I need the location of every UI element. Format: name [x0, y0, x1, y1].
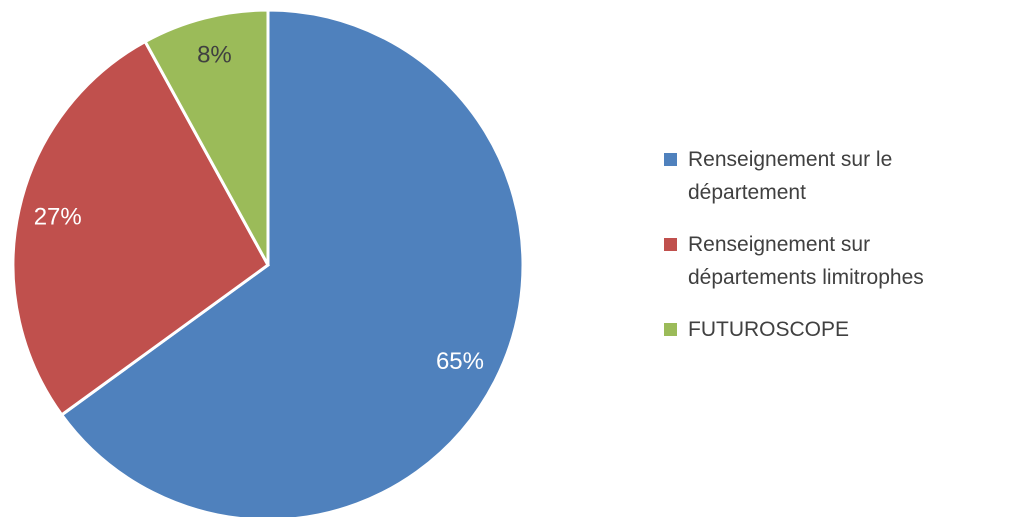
- legend-item: Renseignement sur le département: [664, 143, 964, 209]
- pie-area: 65% 27% 8%: [11, 8, 525, 517]
- legend-label: FUTUROSCOPE: [688, 318, 850, 341]
- slice-label: 8%: [197, 42, 232, 69]
- slice-label: 65%: [436, 348, 484, 375]
- legend-swatch: [664, 153, 677, 166]
- legend-item: Renseignement sur départements limitroph…: [664, 228, 964, 294]
- legend-swatch: [664, 238, 677, 251]
- legend-label: Renseignement sur départements limitroph…: [688, 233, 924, 289]
- pie-slice: [59, 8, 525, 517]
- pie-slice: [143, 8, 270, 266]
- legend-item: FUTUROSCOPE: [664, 313, 964, 346]
- legend-swatch: [664, 323, 677, 336]
- legend-label: Renseignement sur le département: [688, 148, 893, 204]
- legend: Renseignement sur le département Renseign…: [664, 143, 964, 365]
- pie-slice: [11, 39, 270, 417]
- slice-label: 27%: [34, 203, 82, 230]
